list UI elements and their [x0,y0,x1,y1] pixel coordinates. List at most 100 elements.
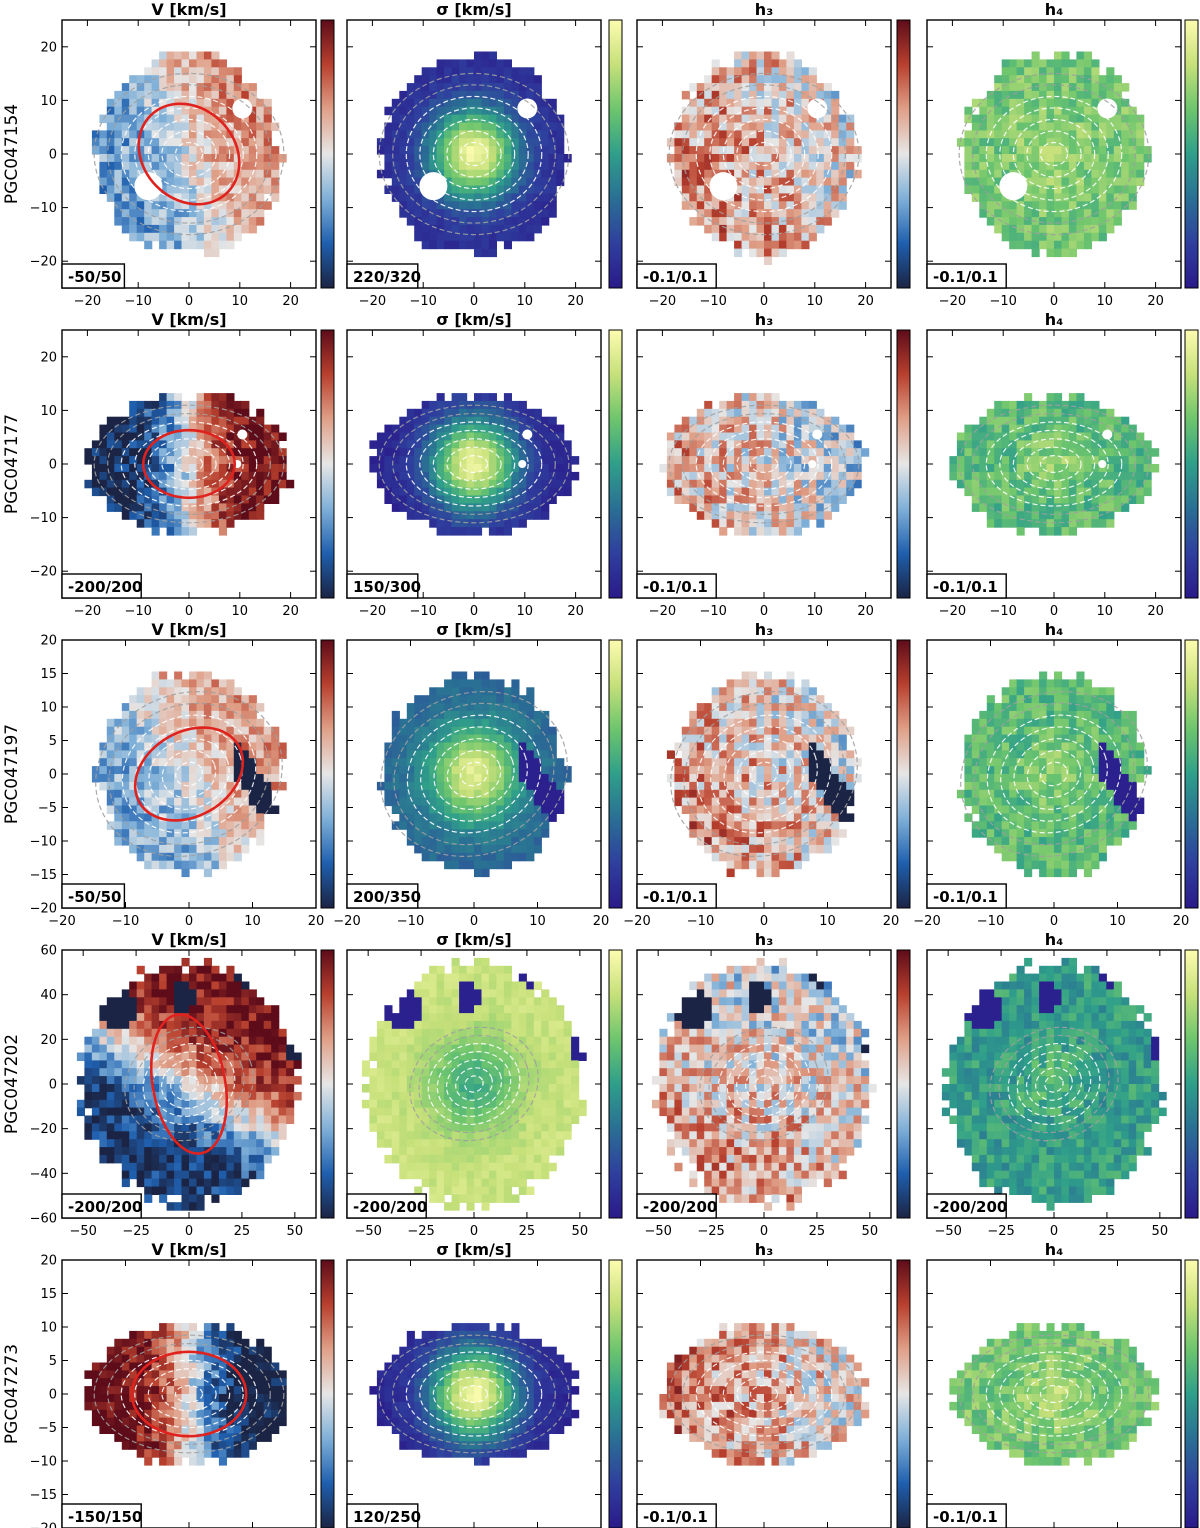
range-label: 150/300 [353,578,421,596]
galaxy-label: PGC047202 [2,1034,22,1134]
isophote-contour [1025,1059,1083,1109]
x-tick-label: 20 [883,914,900,929]
row-PGC047177: PGC047177 V [km/s] −20 −10 0 10 20 −20 −10 0 10 20 -… [2,310,1199,619]
masked-star [237,429,248,440]
isophote-contour [695,95,833,213]
isophote-contour [133,1034,245,1134]
range-box [926,573,1007,599]
x-tick-label: 0 [1050,914,1058,929]
x-tick-label: −10 [124,604,151,619]
x-tick-label: −20 [359,604,386,619]
isophote-contour [460,761,488,787]
map-image [76,957,302,1211]
isophote-contour [124,1026,254,1142]
x-tick-label: −10 [989,604,1016,619]
panel-title: h₃ [755,310,773,329]
range-label: -50/50 [68,888,121,906]
range-box [346,883,419,909]
isophote-contour [1000,726,1108,822]
colorbar [896,639,911,909]
range-box [61,883,126,909]
range-label: -200/200 [68,578,142,596]
range-label: -0.1/0.1 [933,888,998,906]
isophote-contour [1039,1385,1069,1403]
isophote-contour [459,141,489,167]
isophote-contour [393,702,555,846]
isophote-contour [134,107,244,201]
panel-title: σ [km/s] [436,1240,511,1259]
x-tick-label: −20 [623,914,650,929]
panel-title: h₄ [1045,930,1063,949]
x-tick-label: −50 [69,1224,96,1239]
isophote-contour [142,1042,236,1126]
isophote-contour [1039,141,1069,167]
isophote-contour [409,1026,539,1142]
panel-title: σ [km/s] [436,930,511,949]
range-label: -0.1/0.1 [643,578,708,596]
y-tick-label: −20 [30,565,57,580]
isophote-contour [432,118,516,190]
colorbar [1184,329,1199,599]
isophote-contour [459,455,489,473]
map-image [659,393,870,536]
colorbar [1184,1259,1199,1528]
x-tick-label: 10 [1109,914,1126,929]
x-tick-label: 0 [760,294,768,309]
isophote-contour [161,446,217,482]
isophote-contour [1007,1042,1101,1126]
range-label: -0.1/0.1 [933,1508,998,1526]
isophote-contour [670,691,858,857]
panel-title: σ [km/s] [436,620,511,639]
panel-PGC047177-velocity: V [km/s] −20 −10 0 10 20 −20 −10 0 10 20 -200/200 [30,310,335,619]
isophote-contour [722,438,806,490]
range-label: 220/320 [353,268,421,286]
y-tick-label: 10 [40,404,57,419]
x-tick-label: 10 [529,914,546,929]
x-tick-label: 0 [1050,294,1058,309]
map-image [956,51,1152,258]
panel-PGC047177-sigma: σ [km/s] −20 −10 0 10 20 150/300 [346,310,623,619]
panel-title: h₄ [1045,1240,1063,1259]
isophote-contour [682,413,846,515]
y-tick-label: −20 [30,255,57,270]
range-label: -0.1/0.1 [933,268,998,286]
isophote-contour [1040,761,1068,787]
isophote-contour [432,1368,516,1420]
x-tick-label: −20 [649,604,676,619]
isophote-contour [455,1067,493,1101]
isophote-contour [736,446,792,482]
colorbar [608,329,623,599]
isophote-contour [998,1034,1110,1134]
x-tick-label: 10 [819,914,836,929]
isophote-contour [95,691,283,857]
isophote-contour [93,72,285,236]
y-tick-label: 40 [40,988,57,1003]
x-tick-label: −20 [913,914,940,929]
isophote-contour [722,1368,806,1420]
masked-star [1102,429,1113,440]
isophote-contour [121,714,257,834]
y-tick-label: 10 [40,701,57,716]
y-tick-label: −10 [30,201,57,216]
isophote-contour [708,1034,820,1134]
panel-title: V [km/s] [151,1240,226,1259]
isophote-contour [175,761,203,787]
x-tick-label: 10 [807,604,824,619]
x-tick-label: 10 [1097,294,1114,309]
masked-star [518,460,527,468]
y-tick-label: −20 [30,902,57,917]
x-tick-label: 20 [282,604,299,619]
x-tick-label: 0 [185,294,193,309]
isophote-contour [161,1376,217,1412]
panel-PGC047202-h3: h₃ −50 −25 0 25 50 -200/200 [636,930,911,1239]
isophote-contour [120,1351,258,1437]
x-tick-label: 0 [185,914,193,929]
isophote-contour [722,118,806,190]
colorbar [1184,19,1199,289]
isophote-contour [392,84,556,224]
range-label: -0.1/0.1 [643,268,708,286]
x-tick-label: 10 [244,914,261,929]
y-tick-label: 0 [49,1078,57,1093]
